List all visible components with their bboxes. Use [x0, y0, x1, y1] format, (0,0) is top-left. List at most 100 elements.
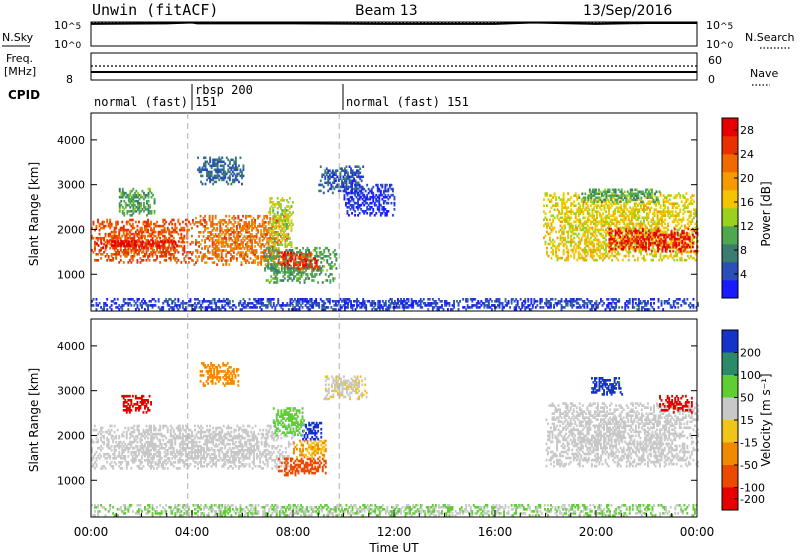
- scatter-cell: [163, 242, 166, 246]
- scatter-cell: [288, 253, 291, 257]
- scatter-cell: [594, 236, 597, 240]
- scatter-cell: [218, 306, 221, 309]
- scatter-cell: [252, 253, 255, 256]
- scatter-cell: [127, 298, 130, 301]
- scatter-cell: [285, 233, 288, 236]
- scatter-cell: [273, 217, 276, 220]
- scatter-cell: [594, 204, 597, 207]
- scatter-cell: [246, 253, 249, 256]
- scatter-cell: [614, 202, 617, 205]
- scatter-cell: [382, 206, 385, 209]
- scatter-cell: [324, 171, 327, 175]
- scatter-cell: [249, 257, 252, 260]
- scatter-cell: [601, 192, 603, 196]
- scatter-cell: [564, 236, 567, 240]
- scatter-cell: [97, 238, 99, 242]
- scatter-cell: [283, 277, 286, 280]
- scatter-cell: [611, 214, 613, 218]
- scatter-cell: [188, 251, 190, 254]
- scatter-cell: [272, 235, 275, 238]
- scatter-cell: [221, 168, 224, 172]
- scatter-cell: [219, 225, 222, 228]
- scatter-cell: [113, 230, 116, 234]
- scatter-cell: [597, 238, 600, 242]
- scatter-cell: [668, 242, 671, 246]
- scatter-cell: [124, 228, 127, 232]
- scatter-cell: [625, 227, 628, 231]
- scatter-cell: [232, 235, 235, 238]
- scatter-cell: [344, 181, 346, 185]
- scatter-cell: [676, 214, 679, 218]
- scatter-cell: [252, 237, 255, 240]
- scatter-cell: [333, 187, 336, 191]
- scatter-cell: [165, 259, 168, 262]
- scatter-cell: [228, 263, 231, 266]
- scatter-cell: [227, 158, 230, 162]
- scatter-cell: [314, 246, 317, 250]
- scatter-cell: [656, 222, 659, 226]
- scatter-cell: [687, 243, 690, 247]
- scatter-cell: [116, 249, 119, 252]
- scatter-cell: [607, 198, 609, 202]
- scatter-cell: [234, 237, 237, 240]
- scatter-cell: [579, 212, 582, 215]
- scatter-cell: [600, 246, 603, 250]
- scatter-cell: [555, 248, 557, 252]
- scatter-cell: [225, 225, 228, 228]
- scatter-cell: [293, 275, 295, 278]
- scatter-cell: [98, 251, 101, 254]
- scatter-cell: [385, 183, 388, 187]
- scatter-cell: [178, 222, 181, 226]
- scatter-cell: [121, 195, 124, 199]
- scatter-cell: [342, 175, 345, 179]
- scatter-cell: [673, 243, 676, 247]
- scatter-cell: [202, 235, 205, 238]
- scatter-cell: [282, 214, 285, 218]
- scatter-cell: [322, 185, 325, 189]
- scatter-cell: [279, 207, 282, 210]
- scatter-cell: [640, 245, 643, 249]
- scatter-cell: [573, 244, 576, 248]
- scatter-cell: [165, 249, 168, 252]
- scatter-cell: [612, 212, 615, 215]
- scatter-cell: [290, 213, 293, 216]
- scatter-cell: [189, 222, 192, 226]
- scatter-cell: [586, 252, 589, 256]
- scatter-cell: [645, 243, 647, 247]
- scatter-cell: [124, 240, 127, 243]
- scatter-cell: [261, 233, 264, 236]
- scatter-cell: [321, 281, 324, 284]
- scatter-cell: [91, 300, 93, 303]
- scatter-cell: [137, 201, 139, 205]
- scatter-cell: [141, 234, 143, 238]
- scatter-cell: [582, 250, 585, 254]
- scatter-cell: [618, 220, 621, 224]
- scatter-cell: [165, 230, 168, 234]
- scatter-cell: [263, 259, 266, 262]
- scatter-cell: [584, 198, 587, 202]
- scatter-cell: [574, 242, 577, 246]
- scatter-cell: [582, 204, 585, 207]
- scatter-cell: [629, 229, 632, 233]
- scatter-cell: [290, 225, 293, 228]
- scatter-cell: [318, 265, 321, 268]
- scatter-cell: [217, 259, 220, 262]
- scatter-cell: [351, 206, 353, 209]
- scatter-cell: [236, 174, 239, 178]
- scatter-cell: [221, 300, 224, 303]
- scatter-cell: [275, 241, 278, 244]
- scatter-cell: [174, 222, 177, 226]
- scatter-cell: [559, 198, 562, 201]
- scatter-cell: [240, 229, 243, 232]
- scatter-cell: [168, 251, 171, 254]
- scatter-cell: [222, 176, 225, 180]
- scatter-cell: [651, 196, 653, 200]
- scatter-cell: [116, 306, 119, 309]
- scatter-cell: [675, 241, 678, 245]
- scatter-cell: [144, 208, 147, 211]
- scatter-cell: [553, 216, 556, 220]
- scatter-cell: [610, 198, 612, 202]
- scatter-cell: [632, 206, 635, 209]
- date-title: 13/Sep/2016: [583, 3, 672, 19]
- scatter-cell: [287, 227, 290, 230]
